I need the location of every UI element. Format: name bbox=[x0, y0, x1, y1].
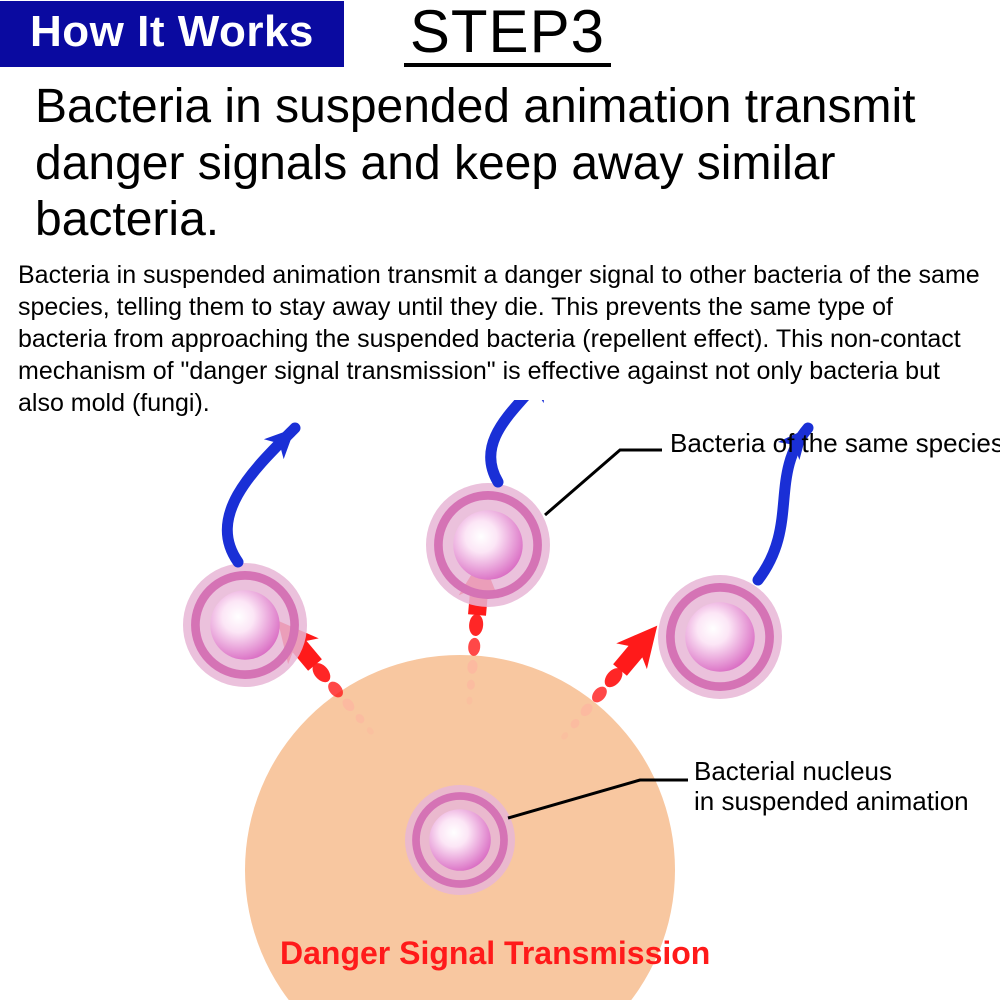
label-leader-line bbox=[545, 450, 662, 515]
nucleus-cell bbox=[405, 785, 515, 895]
same-species-label: Bacteria of the same species bbox=[670, 428, 1000, 458]
bacteria-cell bbox=[658, 575, 782, 699]
repel-arrow bbox=[227, 418, 305, 562]
bacteria-cell bbox=[426, 483, 550, 607]
diagram-area: Bacteria of the same species Bacterial nu… bbox=[0, 400, 1000, 1000]
how-it-works-badge: How It Works bbox=[0, 1, 344, 67]
repel-arrow bbox=[491, 400, 558, 482]
bacteria-cell bbox=[183, 563, 307, 687]
nucleus-label: Bacterial nucleusin suspended animation bbox=[694, 756, 969, 816]
description-text: Bacteria in suspended animation transmit… bbox=[0, 259, 1000, 419]
step-label: STEP3 bbox=[404, 0, 611, 67]
page-title: Bacteria in suspended animation transmit… bbox=[0, 67, 1000, 259]
danger-caption: Danger Signal Transmission bbox=[280, 935, 710, 972]
diagram-svg: Bacteria of the same species Bacterial nu… bbox=[0, 400, 1000, 1000]
header-row: How It Works STEP3 bbox=[0, 0, 1000, 67]
